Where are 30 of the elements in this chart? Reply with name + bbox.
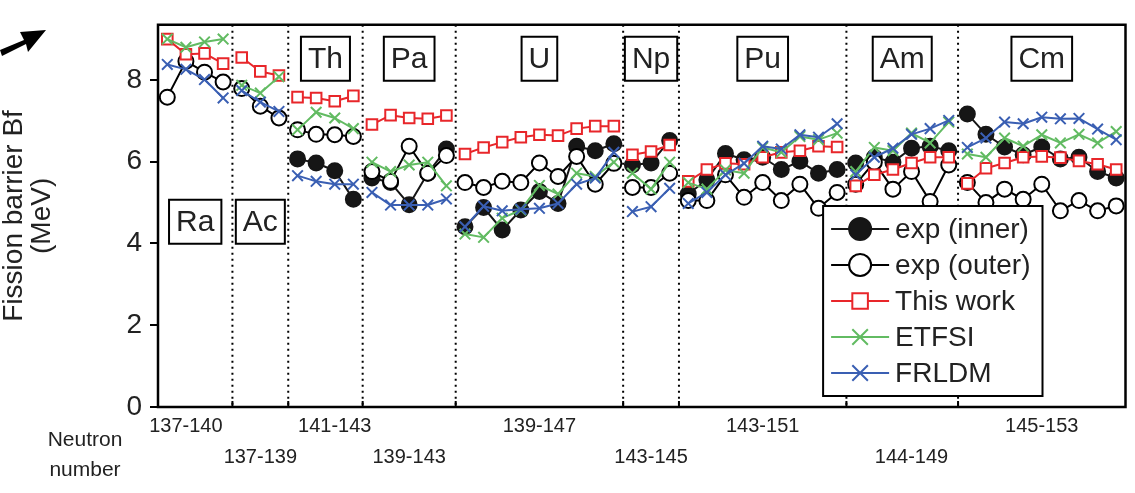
x-tick-label: 143-145 — [614, 445, 688, 468]
annotation: U — [528, 41, 551, 75]
y-tick-label: 8 — [126, 62, 142, 94]
legend-label: exp (outer) — [895, 248, 1031, 280]
x-tick-label: 137-140 — [149, 414, 223, 437]
legend-label: ETFSI — [895, 320, 975, 352]
legend-label: exp (inner) — [895, 212, 1029, 244]
x-axis-title: Neutron number — [46, 426, 124, 482]
y-tick-label: 4 — [126, 226, 142, 258]
y-tick-label: 2 — [126, 307, 142, 339]
x-tick-label: 145-153 — [1005, 414, 1079, 437]
x-tick-label: 143-151 — [725, 414, 800, 437]
annotation: Ra — [176, 204, 215, 238]
legend-label: FRLDM — [895, 356, 992, 388]
x-tick-label: 139-147 — [502, 414, 577, 437]
annotation: Ac — [242, 204, 278, 238]
annotation: Pa — [390, 41, 428, 75]
x-tick-label: 141-143 — [298, 414, 372, 437]
x-tick-label: 139-143 — [372, 445, 446, 468]
x-tick-label: 137-139 — [223, 445, 298, 468]
x-tick-label: 144-149 — [874, 445, 949, 468]
y-tick-label: 6 — [126, 144, 142, 176]
y-tick-label: 0 — [126, 389, 142, 421]
annotation: Am — [879, 41, 925, 75]
annotation: Th — [307, 41, 343, 75]
legend-label: This work — [895, 284, 1016, 316]
annotation: Cm — [1018, 41, 1066, 75]
annotation: Np — [631, 41, 671, 75]
y-axis-title: Fission barrier Bf (MeV) — [0, 109, 56, 322]
annotation: Pu — [744, 41, 782, 75]
